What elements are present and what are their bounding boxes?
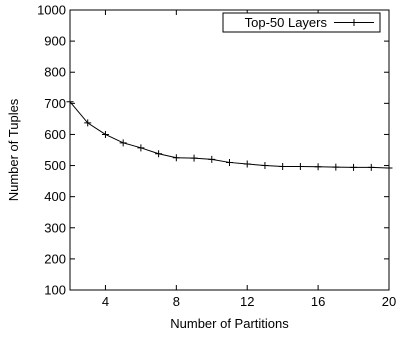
- y-tick-label: 900: [44, 34, 66, 49]
- series-group: [66, 98, 393, 172]
- legend: Top-50 Layers: [222, 12, 381, 33]
- y-tick-label: 800: [44, 65, 66, 80]
- legend-marker-plus: [350, 19, 358, 26]
- data-point: [243, 160, 251, 168]
- data-point: [84, 119, 92, 127]
- x-tick-label: 16: [311, 294, 325, 309]
- legend-marker: [350, 19, 358, 26]
- x-tick-label: 12: [240, 294, 254, 309]
- data-point: [101, 130, 109, 138]
- data-point: [314, 163, 322, 171]
- y-tick-label: 400: [44, 189, 66, 204]
- data-point: [261, 162, 269, 170]
- y-axis-title: Number of Tuples: [6, 98, 21, 201]
- data-point: [208, 155, 216, 163]
- legend-label: Top-50 Layers: [245, 15, 328, 30]
- y-axis-ticks: 100 200 300 400 500 600 700 800 900 1000: [37, 3, 389, 298]
- plot-frame: [69, 9, 390, 291]
- data-point: [137, 144, 145, 152]
- y-tick-label: 700: [44, 96, 66, 111]
- y-tick-label: 200: [44, 251, 66, 266]
- legend-box: [222, 12, 381, 33]
- y-tick-label: 100: [44, 283, 66, 298]
- x-axis-title: Number of Partitions: [170, 316, 289, 331]
- x-tick-label: 4: [102, 294, 109, 309]
- data-point: [119, 139, 127, 147]
- data-point: [190, 154, 198, 162]
- y-tick-label: 600: [44, 127, 66, 142]
- data-point: [367, 163, 375, 171]
- x-tick-label: 8: [173, 294, 180, 309]
- data-point: [155, 150, 163, 158]
- data-point: [296, 162, 304, 170]
- y-tick-label: 500: [44, 158, 66, 173]
- y-tick-label: 300: [44, 220, 66, 235]
- data-point: [172, 154, 180, 162]
- data-point: [332, 163, 340, 171]
- x-tick-label: 20: [382, 294, 396, 309]
- data-point: [226, 158, 233, 166]
- x-axis-ticks: 4 8 12 16 20: [102, 10, 396, 309]
- series-line: [69, 101, 390, 169]
- data-point: [279, 162, 287, 170]
- data-point: [350, 163, 358, 171]
- y-tick-label: 1000: [37, 3, 66, 18]
